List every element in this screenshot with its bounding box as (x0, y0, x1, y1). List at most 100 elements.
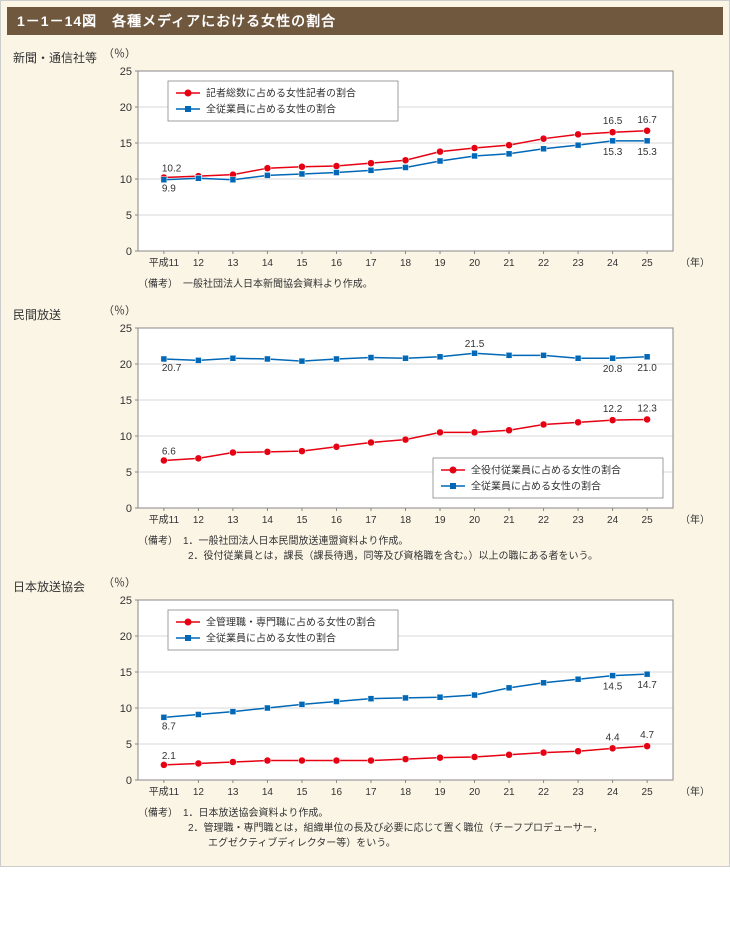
svg-text:12: 12 (193, 258, 205, 269)
svg-text:18: 18 (400, 787, 412, 798)
svg-text:平成11: 平成11 (149, 514, 180, 526)
svg-text:5: 5 (126, 210, 132, 222)
svg-text:16: 16 (331, 258, 343, 269)
svg-text:20: 20 (120, 631, 132, 643)
svg-text:14: 14 (262, 787, 274, 798)
svg-text:18: 18 (400, 258, 412, 269)
svg-text:全管理職・専門職に占める女性の割合: 全管理職・専門職に占める女性の割合 (206, 616, 376, 629)
svg-text:平成11: 平成11 (149, 786, 180, 798)
svg-text:17: 17 (365, 258, 377, 269)
chart-note: （備考） 1．日本放送協会資料より作成。 2．管理職・専門職とは，組織単位の長及… (138, 806, 723, 851)
svg-text:15: 15 (296, 258, 308, 269)
svg-text:0: 0 (126, 503, 132, 515)
svg-text:20: 20 (469, 258, 481, 269)
svg-text:22: 22 (538, 515, 550, 526)
y-unit: （％） (103, 45, 723, 61)
svg-text:15: 15 (296, 787, 308, 798)
chart-block: （％） 0 5 10 15 20 25 平成11 12 13 14 15 16 17 18 19 20 21 22… (103, 302, 723, 564)
svg-text:（年）: （年） (680, 785, 710, 798)
svg-text:10: 10 (120, 703, 132, 715)
svg-text:12: 12 (193, 515, 205, 526)
svg-text:17: 17 (365, 515, 377, 526)
chart-section: 民間放送 （％） 0 5 10 15 20 25 平成11 12 13 14 15 16 17 18 19 2… (7, 302, 723, 564)
svg-text:15.3: 15.3 (637, 147, 657, 158)
svg-text:4.7: 4.7 (640, 730, 654, 741)
svg-text:（年）: （年） (680, 513, 710, 526)
svg-text:全従業員に占める女性の割合: 全従業員に占める女性の割合 (471, 480, 601, 493)
svg-text:14.7: 14.7 (637, 680, 657, 691)
section-label: 新聞・通信社等 (7, 45, 103, 66)
svg-text:17: 17 (365, 787, 377, 798)
svg-text:20: 20 (120, 102, 132, 114)
svg-text:5: 5 (126, 467, 132, 479)
svg-text:12.3: 12.3 (637, 403, 657, 414)
svg-text:6.6: 6.6 (162, 446, 176, 457)
svg-text:14.5: 14.5 (603, 682, 623, 693)
svg-text:20: 20 (120, 359, 132, 371)
svg-text:25: 25 (120, 595, 132, 607)
y-unit: （％） (103, 302, 723, 318)
svg-text:24: 24 (607, 258, 619, 269)
section-label: 日本放送協会 (7, 574, 103, 595)
svg-text:平成11: 平成11 (149, 257, 180, 269)
svg-text:13: 13 (227, 787, 239, 798)
svg-text:15: 15 (120, 395, 132, 407)
svg-text:10.2: 10.2 (162, 164, 182, 175)
svg-text:25: 25 (120, 323, 132, 335)
svg-text:16.7: 16.7 (637, 115, 657, 126)
svg-text:21: 21 (503, 258, 515, 269)
page: 1－1－14図 各種メディアにおける女性の割合 新聞・通信社等 （％） 0 5 10… (0, 0, 730, 867)
svg-text:25: 25 (642, 515, 654, 526)
svg-text:15: 15 (120, 667, 132, 679)
chart-section: 新聞・通信社等 （％） 0510152025平成1112131415161718… (7, 45, 723, 292)
svg-text:23: 23 (573, 515, 585, 526)
svg-text:20: 20 (469, 515, 481, 526)
svg-text:15.3: 15.3 (603, 147, 623, 158)
svg-text:9.9: 9.9 (162, 184, 176, 195)
svg-text:16: 16 (331, 515, 343, 526)
svg-text:24: 24 (607, 515, 619, 526)
svg-text:23: 23 (573, 787, 585, 798)
y-unit: （％） (103, 574, 723, 590)
svg-text:22: 22 (538, 258, 550, 269)
svg-text:21.5: 21.5 (465, 339, 485, 350)
svg-text:15: 15 (120, 138, 132, 150)
svg-text:2.1: 2.1 (162, 751, 176, 762)
svg-text:21: 21 (503, 515, 515, 526)
svg-text:24: 24 (607, 787, 619, 798)
svg-text:22: 22 (538, 787, 550, 798)
svg-text:19: 19 (434, 258, 446, 269)
svg-text:16.5: 16.5 (603, 116, 623, 127)
svg-text:20: 20 (469, 787, 481, 798)
chart-section: 日本放送協会 （％） 0 5 10 15 20 25 平成11 12 13 14 15 16 17 18 1… (7, 574, 723, 851)
svg-text:（年）: （年） (680, 256, 710, 269)
chart-svg-wrap: 0510152025平成1112131415161718192021222324… (103, 63, 723, 271)
svg-text:全従業員に占める女性の割合: 全従業員に占める女性の割合 (206, 103, 336, 116)
svg-text:10: 10 (120, 174, 132, 186)
chart-note: （備考） 一般社団法人日本新聞協会資料より作成。 (138, 277, 723, 292)
svg-text:25: 25 (642, 258, 654, 269)
svg-text:記者総数に占める女性記者の割合: 記者総数に占める女性記者の割合 (206, 87, 356, 100)
svg-text:10: 10 (120, 431, 132, 443)
svg-text:全役付従業員に占める女性の割合: 全役付従業員に占める女性の割合 (471, 464, 621, 477)
svg-text:12: 12 (193, 787, 205, 798)
svg-text:15: 15 (296, 515, 308, 526)
svg-text:5: 5 (126, 739, 132, 751)
svg-text:18: 18 (400, 515, 412, 526)
svg-text:25: 25 (120, 66, 132, 78)
title-bar: 1－1－14図 各種メディアにおける女性の割合 (7, 7, 723, 35)
svg-text:16: 16 (331, 787, 343, 798)
chart-block: （％） 0 5 10 15 20 25 平成11 12 13 14 15 16 17 18 19 20 21 22… (103, 574, 723, 851)
svg-text:19: 19 (434, 515, 446, 526)
svg-text:0: 0 (126, 775, 132, 787)
svg-text:21: 21 (503, 787, 515, 798)
section-label: 民間放送 (7, 302, 103, 323)
svg-text:全従業員に占める女性の割合: 全従業員に占める女性の割合 (206, 632, 336, 645)
svg-text:20.8: 20.8 (603, 364, 623, 375)
svg-text:19: 19 (434, 787, 446, 798)
svg-text:12.2: 12.2 (603, 404, 623, 415)
svg-text:14: 14 (262, 515, 274, 526)
svg-text:14: 14 (262, 258, 274, 269)
svg-text:0: 0 (126, 246, 132, 258)
svg-text:13: 13 (227, 515, 239, 526)
